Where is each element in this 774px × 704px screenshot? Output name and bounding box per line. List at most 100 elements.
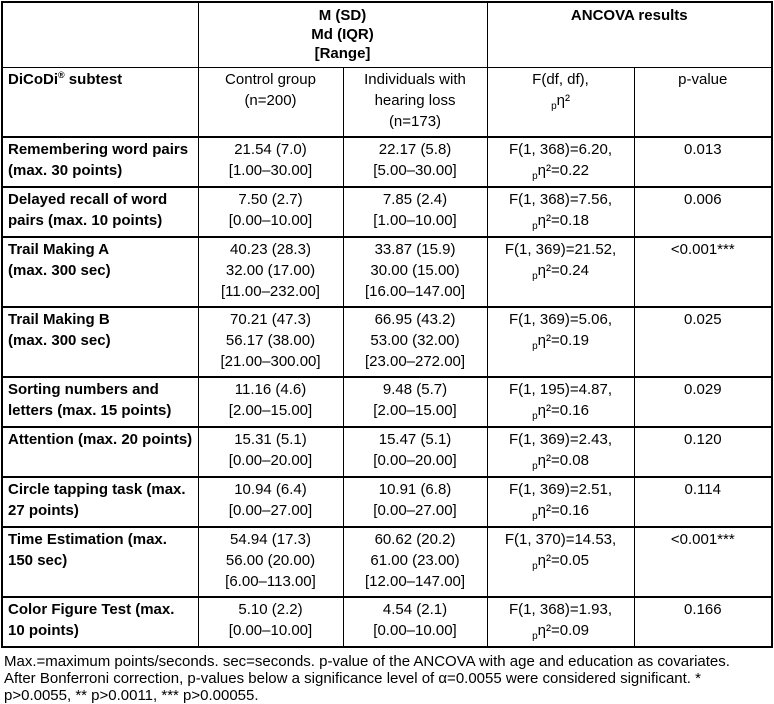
f-line1: F(1, 195)=4.87, [509, 381, 612, 398]
eta-squared-value: η²=0.18 [537, 212, 589, 229]
subscript-p: p [532, 171, 538, 182]
f-line2: pη²=0.19 [491, 330, 631, 352]
table-body: Remembering word pairs (max. 30 points) … [1, 136, 773, 648]
subtest-header-text: DiCoDi [8, 71, 58, 88]
eta-squared-value: η²=0.08 [537, 452, 589, 469]
ancova-results-table: M (SD) Md (IQR) [Range] ANCOVA results D… [1, 1, 774, 648]
eta-squared-value: η²=0.16 [537, 502, 589, 519]
f-line2: pη²=0.16 [491, 400, 631, 422]
f-line1: F(1, 369)=21.52, [504, 241, 617, 258]
f-statistic: F(1, 369)=5.06, pη²=0.19 [486, 306, 635, 378]
hearing-values: 66.95 (43.2) 53.00 (32.00) [23.00–272.00… [342, 306, 488, 378]
p-value: 0.013 [633, 136, 773, 188]
table-row-attention: Attention (max. 20 points) 15.31 (5.1) [… [1, 426, 773, 478]
subtest-label: Sorting numbers and letters (max. 15 poi… [1, 376, 199, 428]
subscript-p: p [532, 271, 538, 282]
hearing-values: 22.17 (5.8) [5.00–30.00] [342, 136, 488, 188]
subtest-label: Remembering word pairs (max. 30 points) [1, 136, 199, 188]
subtest-label: Attention (max. 20 points) [1, 426, 199, 478]
table-row-remembering-word-pairs: Remembering word pairs (max. 30 points) … [1, 136, 773, 188]
p-value: <0.001*** [633, 236, 773, 308]
eta-squared: η² [556, 92, 570, 109]
f-line1: F(1, 368)=6.20, [509, 141, 612, 158]
subtest-label: Trail Making B (max. 300 sec) [1, 306, 199, 378]
f-line2: pη²=0.08 [491, 450, 631, 472]
column-header-hearing-loss: Individuals with hearing loss (n=173) [342, 67, 488, 138]
column-header-pvalue: p-value [633, 67, 773, 138]
f-statistic: F(1, 369)=21.52, pη²=0.24 [486, 236, 635, 308]
subscript-p: p [532, 561, 538, 572]
f-line2: pη²=0.18 [491, 210, 631, 232]
p-value: 0.025 [633, 306, 773, 378]
hearing-values: 10.91 (6.8) [0.00–27.00] [342, 476, 488, 528]
control-values: 15.31 (5.1) [0.00–20.00] [197, 426, 344, 478]
table-row-time-estimation: Time Estimation (max. 150 sec) 54.94 (17… [1, 526, 773, 598]
subtest-label: Circle tapping task (max. 27 points) [1, 476, 199, 528]
f-statistic: F(1, 195)=4.87, pη²=0.16 [486, 376, 635, 428]
hearing-values: 9.48 (5.7) [2.00–15.00] [342, 376, 488, 428]
header-columns-row: DiCoDi® subtest Control group (n=200) In… [1, 67, 773, 138]
table-row-trail-making-b: Trail Making B (max. 300 sec) 70.21 (47.… [1, 306, 773, 378]
hearing-values: 4.54 (2.1) [0.00–10.00] [342, 596, 488, 648]
control-values: 21.54 (7.0) [1.00–30.00] [197, 136, 344, 188]
eta-squared-value: η²=0.22 [537, 162, 589, 179]
table-row-trail-making-a: Trail Making A (max. 300 sec) 40.23 (28.… [1, 236, 773, 308]
p-value: 0.166 [633, 596, 773, 648]
subscript-p: p [532, 411, 538, 422]
fstat-header-line2: pη² [491, 90, 631, 112]
control-values: 5.10 (2.2) [0.00–10.00] [197, 596, 344, 648]
f-statistic: F(1, 370)=14.53, pη²=0.05 [486, 526, 635, 598]
control-values: 54.94 (17.3) 56.00 (20.00) [6.00–113.00] [197, 526, 344, 598]
f-line1: F(1, 368)=7.56, [509, 191, 612, 208]
table-row-circle-tapping: Circle tapping task (max. 27 points) 10.… [1, 476, 773, 528]
hearing-values: 15.47 (5.1) [0.00–20.00] [342, 426, 488, 478]
eta-squared-value: η²=0.24 [537, 262, 589, 279]
f-line1: F(1, 369)=5.06, [509, 311, 612, 328]
control-values: 11.16 (4.6) [2.00–15.00] [197, 376, 344, 428]
p-value: 0.006 [633, 186, 773, 238]
registered-trademark-icon: ® [58, 70, 65, 80]
f-line1: F(1, 369)=2.51, [509, 481, 612, 498]
subtest-label: Delayed recall of word pairs (max. 10 po… [1, 186, 199, 238]
f-statistic: F(1, 368)=1.93, pη²=0.09 [486, 596, 635, 648]
control-values: 70.21 (47.3) 56.17 (38.00) [21.00–300.00… [197, 306, 344, 378]
control-values: 10.94 (6.4) [0.00–27.00] [197, 476, 344, 528]
f-line2: pη²=0.22 [491, 160, 631, 182]
subscript-p: p [551, 101, 557, 112]
control-values: 7.50 (2.7) [0.00–10.00] [197, 186, 344, 238]
f-line2: pη²=0.24 [491, 260, 631, 282]
eta-squared-value: η²=0.05 [537, 552, 589, 569]
p-value: 0.120 [633, 426, 773, 478]
subtest-label: Trail Making A (max. 300 sec) [1, 236, 199, 308]
fstat-header-line1: F(df, df), [532, 71, 589, 88]
f-line2: pη²=0.09 [491, 620, 631, 642]
hearing-values: 60.62 (20.2) 61.00 (23.00) [12.00–147.00… [342, 526, 488, 598]
eta-squared-value: η²=0.16 [537, 402, 589, 419]
table-footnote: Max.=maximum points/seconds. sec=seconds… [4, 653, 730, 704]
subtest-label: Color Figure Test (max. 10 points) [1, 596, 199, 648]
table-row-color-figure-test: Color Figure Test (max. 10 points) 5.10 … [1, 596, 773, 648]
header-ancova-group: ANCOVA results [486, 1, 773, 68]
subscript-p: p [532, 221, 538, 232]
f-line1: F(1, 370)=14.53, [504, 531, 617, 548]
f-statistic: F(1, 368)=7.56, pη²=0.18 [486, 186, 635, 238]
p-value: 0.114 [633, 476, 773, 528]
f-line2: pη²=0.05 [491, 550, 631, 572]
eta-squared-value: η²=0.19 [537, 332, 589, 349]
eta-squared-value: η²=0.09 [537, 622, 589, 639]
hearing-values: 33.87 (15.9) 30.00 (15.00) [16.00–147.00… [342, 236, 488, 308]
f-statistic: F(1, 369)=2.43, pη²=0.08 [486, 426, 635, 478]
p-value: 0.029 [633, 376, 773, 428]
f-line1: F(1, 368)=1.93, [509, 601, 612, 618]
table-header: M (SD) Md (IQR) [Range] ANCOVA results D… [1, 1, 773, 138]
f-line1: F(1, 369)=2.43, [509, 431, 612, 448]
table-row-sorting-numbers-letters: Sorting numbers and letters (max. 15 poi… [1, 376, 773, 428]
p-value: <0.001*** [633, 526, 773, 598]
column-header-fstat: F(df, df), pη² [486, 67, 635, 138]
f-statistic: F(1, 369)=2.51, pη²=0.16 [486, 476, 635, 528]
table-row-delayed-recall: Delayed recall of word pairs (max. 10 po… [1, 186, 773, 238]
control-values: 40.23 (28.3) 32.00 (17.00) [11.00–232.00… [197, 236, 344, 308]
hearing-values: 7.85 (2.4) [1.00–10.00] [342, 186, 488, 238]
subscript-p: p [532, 341, 538, 352]
header-msd-group: M (SD) Md (IQR) [Range] [197, 1, 488, 68]
